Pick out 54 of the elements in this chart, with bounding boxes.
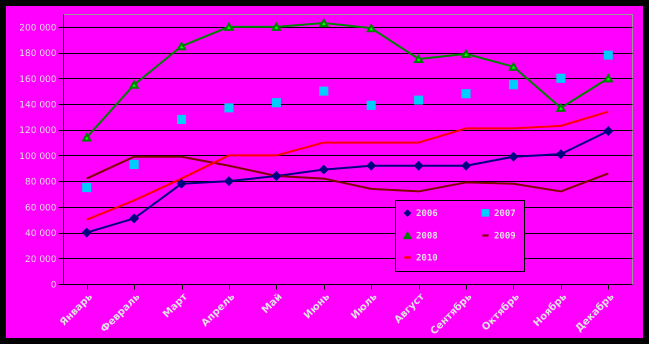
point — [177, 42, 186, 50]
point — [319, 86, 328, 96]
y-tick-label: 200 000 — [19, 23, 57, 34]
y-tick-label: 160 000 — [19, 74, 57, 85]
legend-label: 2006 — [416, 209, 438, 220]
point — [177, 179, 186, 188]
point — [130, 160, 139, 169]
point — [366, 24, 376, 32]
point — [82, 183, 92, 192]
point — [224, 22, 234, 31]
point — [604, 50, 613, 60]
point — [414, 96, 424, 105]
point — [272, 98, 281, 108]
point — [82, 228, 92, 238]
point — [272, 171, 281, 181]
y-tick-label: 40 000 — [25, 229, 57, 240]
point — [508, 62, 518, 71]
point — [604, 126, 613, 136]
point — [224, 176, 234, 186]
y-tick-label: 60 000 — [25, 203, 57, 214]
y-tick-label: 140 000 — [19, 100, 57, 110]
point — [604, 74, 613, 82]
point — [130, 80, 139, 89]
point — [556, 150, 566, 159]
y-tick-label: 100 000 — [19, 152, 57, 162]
point — [366, 100, 376, 110]
y-tick-label: 120 000 — [19, 126, 57, 136]
point — [414, 161, 424, 170]
y-tick-label: 80 000 — [25, 178, 57, 188]
point — [556, 74, 566, 83]
line-series — [86, 110, 610, 221]
y-tick-label: 0 — [50, 280, 57, 290]
point — [462, 161, 471, 170]
point — [319, 18, 328, 28]
legend-label: 2009 — [494, 232, 516, 242]
point — [462, 89, 471, 98]
point — [224, 103, 234, 112]
line-series — [86, 156, 610, 192]
point — [366, 161, 376, 170]
point — [272, 22, 281, 31]
y-tick-label: 20 000 — [25, 254, 57, 265]
point — [414, 54, 424, 64]
point — [319, 165, 328, 174]
point — [462, 50, 471, 58]
legend-label: 2010 — [416, 254, 438, 264]
legend-label: 2008 — [416, 232, 438, 242]
point — [82, 133, 92, 142]
point — [177, 114, 186, 124]
point — [130, 214, 139, 223]
point — [508, 80, 518, 90]
y-tick-label: 180 000 — [19, 49, 57, 60]
legend-label: 2007 — [494, 208, 516, 219]
point — [508, 152, 518, 162]
point — [556, 104, 566, 112]
